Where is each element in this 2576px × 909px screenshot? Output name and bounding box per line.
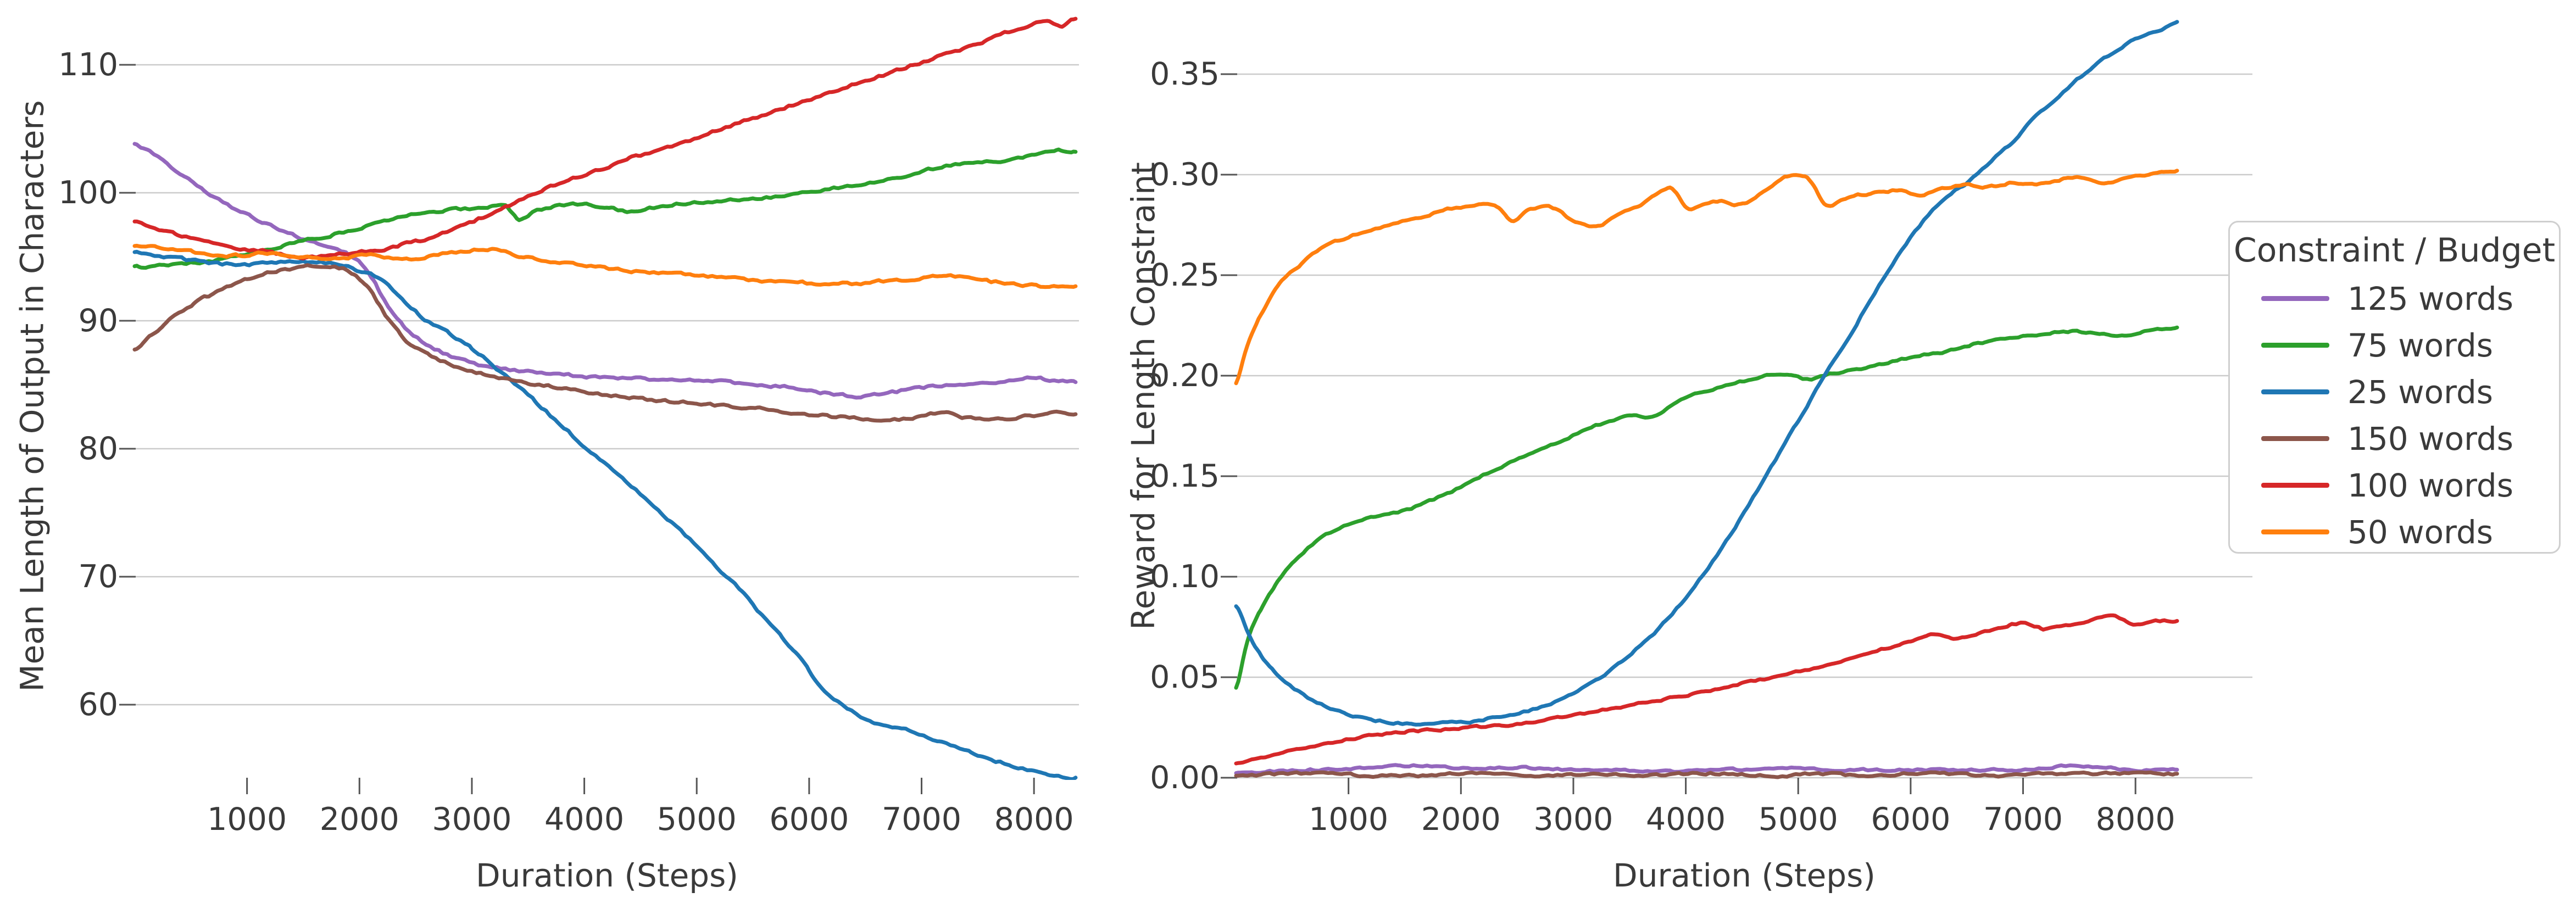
legend-item-label: 125 words <box>2347 280 2513 317</box>
legend-swatch <box>2261 389 2329 394</box>
x-tick-label: 5000 <box>1758 801 1838 838</box>
x-tick-label: 7000 <box>881 801 962 838</box>
y-tick-label: 60 <box>78 687 118 723</box>
y-tick-label: 70 <box>78 559 118 595</box>
x-tick-label: 4000 <box>1646 801 1726 838</box>
legend-item: 75 words <box>2230 322 2559 369</box>
y-tick-label: 90 <box>78 303 118 339</box>
x-tick-label: 4000 <box>544 801 625 838</box>
y-tick-label: 0.30 <box>1150 157 1220 193</box>
legend-item-label: 50 words <box>2347 513 2494 551</box>
x-tick-label: 1000 <box>1309 801 1389 838</box>
legend-swatch <box>2261 436 2329 441</box>
legend-swatch <box>2261 483 2329 488</box>
legend-item: 100 words <box>2230 462 2559 509</box>
y-tick-label: 0.35 <box>1150 56 1220 92</box>
left-x-axis-label: Duration (Steps) <box>476 857 738 894</box>
x-tick-label: 3000 <box>432 801 512 838</box>
y-tick-label: 110 <box>58 47 118 83</box>
series-line-100-words <box>132 16 1078 261</box>
legend-title: Constraint / Budget <box>2233 231 2556 270</box>
x-tick-label: 2000 <box>1421 801 1501 838</box>
series-line-50-words <box>1234 169 2179 386</box>
y-tick-label: 0.00 <box>1150 760 1220 796</box>
x-tick-label: 5000 <box>656 801 737 838</box>
legend-swatch <box>2261 296 2329 301</box>
series-line-75-words <box>1234 325 2179 690</box>
series-line-125-words <box>1234 763 2179 776</box>
series-line-25-words <box>132 249 1078 780</box>
series-line-50-words <box>132 243 1078 289</box>
y-tick-label: 0.10 <box>1150 559 1220 595</box>
right-x-axis-label: Duration (Steps) <box>1613 857 1876 894</box>
y-tick-label: 80 <box>78 431 118 467</box>
x-tick-label: 8000 <box>994 801 1074 838</box>
series-line-25-words <box>1234 20 2179 727</box>
x-tick-label: 2000 <box>319 801 399 838</box>
y-tick-label: 100 <box>58 175 118 211</box>
legend-item-label: 100 words <box>2347 466 2513 504</box>
legend-rows: 125 words 75 words 25 words 150 words 100 wo… <box>2230 275 2559 555</box>
x-tick-label: 8000 <box>2095 801 2176 838</box>
y-tick-label: 0.20 <box>1150 358 1220 394</box>
legend-swatch <box>2261 529 2329 534</box>
x-tick-label: 6000 <box>1871 801 1951 838</box>
series-line-150-words <box>132 263 1078 423</box>
left-y-axis-label: Mean Length of Output in Characters <box>8 14 57 778</box>
y-tick-label: 0.15 <box>1150 458 1220 494</box>
x-tick-label: 7000 <box>1983 801 2063 838</box>
legend: Constraint / Budget 125 words 75 words 25 … <box>2228 221 2561 554</box>
legend-item-label: 25 words <box>2347 373 2494 411</box>
series-line-125-words <box>132 142 1078 400</box>
y-tick-label: 0.05 <box>1150 659 1220 695</box>
x-tick-label: 6000 <box>769 801 849 838</box>
legend-item: 50 words <box>2230 509 2559 555</box>
legend-item: 125 words <box>2230 275 2559 322</box>
series-line-75-words <box>132 147 1078 270</box>
y-tick-label: 0.25 <box>1150 257 1220 293</box>
x-tick-label: 1000 <box>207 801 287 838</box>
legend-item: 150 words <box>2230 415 2559 462</box>
series-line-100-words <box>1234 613 2179 766</box>
legend-item: 25 words <box>2230 369 2559 415</box>
legend-swatch <box>2261 343 2329 348</box>
legend-item-label: 150 words <box>2347 420 2513 458</box>
legend-item-label: 75 words <box>2347 326 2494 364</box>
x-tick-label: 3000 <box>1533 801 1614 838</box>
series-line-150-words <box>1234 770 2179 779</box>
